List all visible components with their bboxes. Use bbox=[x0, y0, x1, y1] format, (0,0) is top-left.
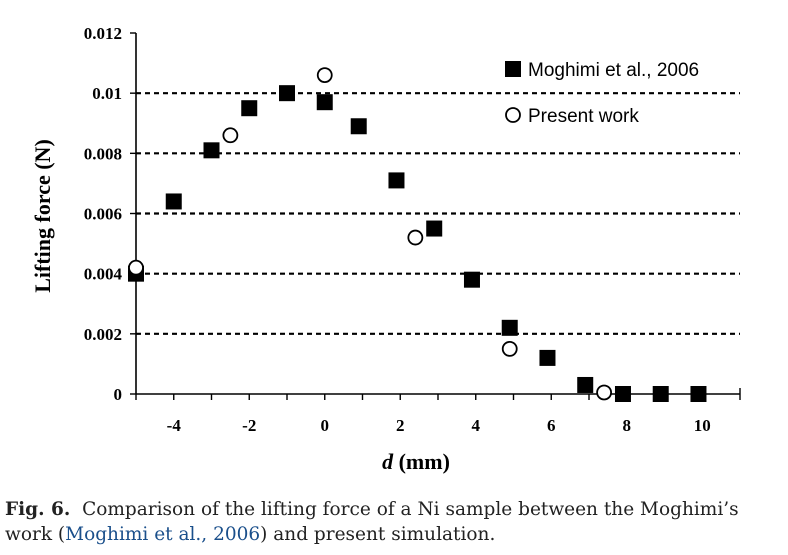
y-tick-label: 0.012 bbox=[84, 24, 122, 43]
caption-label: Fig. 6. bbox=[5, 499, 71, 520]
lifting-force-chart: 0 0.002 0.004 0.006 0.008 0.01 0.012 -4 -2 0 2 4 6 8 1… bbox=[30, 24, 741, 474]
x-axis-title-unit: (mm) bbox=[393, 449, 450, 474]
moghimi-data-point bbox=[426, 220, 443, 237]
moghimi-data-point bbox=[350, 118, 367, 135]
y-axis-title: Lifting force (N) bbox=[30, 139, 55, 293]
x-axis-title-variable: d bbox=[382, 449, 394, 474]
y-tick-label: 0.006 bbox=[84, 205, 122, 224]
legend-circle-icon bbox=[505, 107, 521, 123]
present-work-data-point bbox=[596, 384, 612, 401]
moghimi-data-point bbox=[241, 100, 258, 117]
moghimi-data-point bbox=[203, 142, 220, 159]
figure-caption: Fig. 6. Comparison of the lifting force … bbox=[5, 497, 785, 547]
x-tick-label: -4 bbox=[167, 416, 182, 435]
caption-text-before: Comparison of the lifting force of a Ni … bbox=[5, 499, 739, 545]
x-tick-label: 6 bbox=[547, 416, 556, 435]
tick-labels: 0 0.002 0.004 0.006 0.008 0.01 0.012 -4 -2 0 2 4 6 8 1… bbox=[84, 24, 711, 435]
moghimi-data-point bbox=[279, 85, 295, 102]
y-tick-label: 0.004 bbox=[84, 265, 123, 284]
legend-square-icon bbox=[505, 61, 521, 77]
y-tick-label: 0.008 bbox=[84, 144, 122, 163]
legend-label: Present work bbox=[528, 106, 639, 127]
data-points bbox=[128, 67, 707, 402]
present-work-data-point bbox=[501, 340, 518, 357]
x-tick-label: -2 bbox=[242, 416, 256, 435]
present-work-data-point bbox=[316, 67, 333, 84]
moghimi-data-point bbox=[690, 386, 707, 402]
y-tick-label: 0 bbox=[114, 385, 123, 404]
legend: Moghimi et al., 2006 Present work bbox=[505, 60, 699, 127]
x-tick-label: 8 bbox=[623, 416, 632, 435]
x-tick-label: 2 bbox=[396, 416, 405, 435]
axes bbox=[130, 32, 741, 400]
moghimi-data-point bbox=[316, 94, 333, 111]
present-work-data-point bbox=[407, 229, 424, 246]
y-tick-label: 0.002 bbox=[84, 325, 122, 344]
moghimi-data-point bbox=[652, 386, 669, 402]
legend-label: Moghimi et al., 2006 bbox=[528, 60, 699, 81]
moghimi-data-point bbox=[539, 349, 556, 366]
y-tick-label: 0.01 bbox=[92, 84, 122, 103]
x-axis-title: d (mm) bbox=[382, 449, 450, 474]
present-work-data-point bbox=[222, 127, 239, 144]
moghimi-data-point bbox=[463, 271, 480, 288]
moghimi-data-point bbox=[614, 386, 631, 402]
x-tick-label: 4 bbox=[472, 416, 481, 435]
caption-text-after: ) and present simulation. bbox=[260, 524, 496, 545]
present-work-data-point bbox=[128, 259, 144, 276]
x-tick-label: 10 bbox=[694, 416, 711, 435]
moghimi-data-point bbox=[388, 172, 405, 189]
moghimi-data-point bbox=[501, 319, 518, 336]
axis-titles: d (mm) Lifting force (N) bbox=[30, 139, 450, 474]
moghimi-data-point bbox=[165, 193, 182, 210]
moghimi-data-point bbox=[577, 376, 594, 393]
grid-lines bbox=[136, 92, 740, 335]
caption-citation-link[interactable]: Moghimi et al., 2006 bbox=[65, 524, 261, 545]
x-tick-label: 0 bbox=[321, 416, 330, 435]
